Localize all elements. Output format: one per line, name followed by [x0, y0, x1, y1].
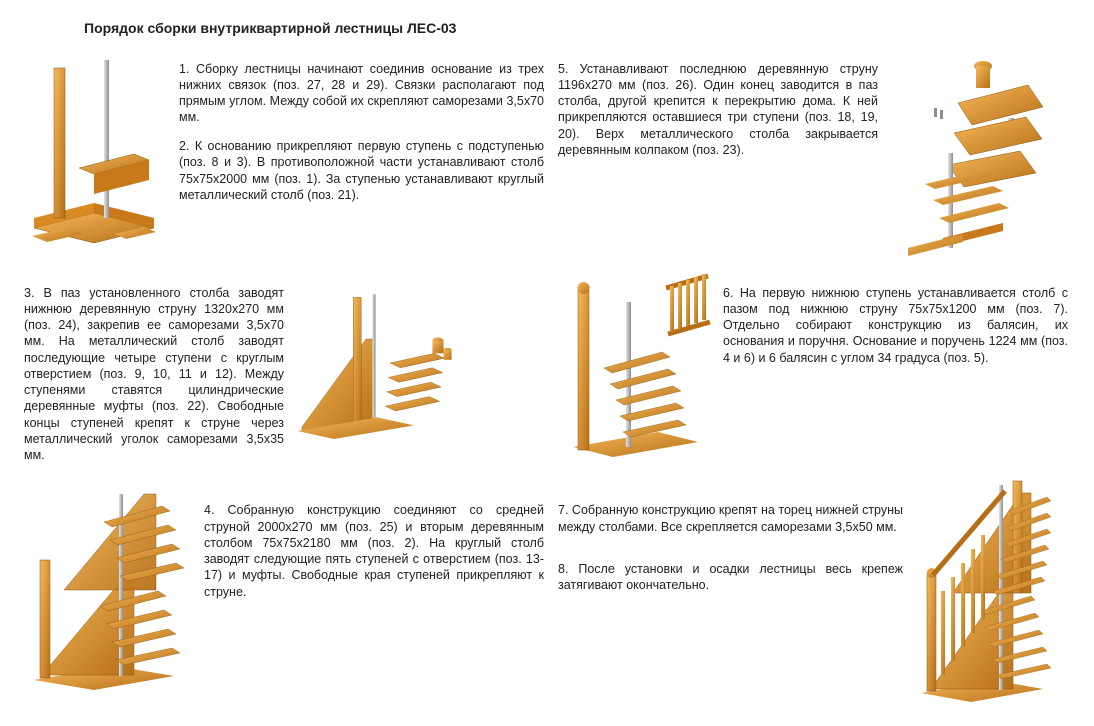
- block-step3: 3. В паз установленного столба заводят н…: [24, 272, 544, 476]
- step-4-text: 4. Собранную конструкцию соединяют со ср…: [204, 502, 544, 677]
- row-1: 1. Сборку лестницы начинают соединив осн…: [24, 48, 1070, 258]
- page-title: Порядок сборки внутриквартирной лестницы…: [84, 20, 1070, 36]
- block-step6: 6. На первую нижнюю ступень устанавливае…: [558, 272, 1068, 476]
- illustration-step4: [24, 490, 194, 690]
- block-step4: 4. Собранную конструкцию соединяют со ср…: [24, 490, 544, 690]
- illustration-step6: [558, 272, 713, 462]
- block-step7-8: 7. Собранную конструкцию крепят на торец…: [558, 490, 1068, 690]
- step-1-text: 1. Сборку лестницы начинают соединив осн…: [179, 61, 544, 126]
- step-2-text: 2. К основанию прикрепляют первую ступен…: [179, 138, 544, 203]
- block-step5: 5. Устанавливают последнюю деревянную ст…: [558, 48, 1068, 258]
- block-step1-2: 1. Сборку лестницы начинают соединив осн…: [24, 48, 544, 258]
- step-8-text: 8. После установки и осадки лестницы вес…: [558, 561, 903, 594]
- illustration-step1: [24, 48, 169, 258]
- row-3: 4. Собранную конструкцию соединяют со ср…: [24, 490, 1070, 690]
- step-6-text: 6. На первую нижнюю ступень устанавливае…: [723, 285, 1068, 464]
- step-7-text: 7. Собранную конструкцию крепят на торец…: [558, 502, 903, 535]
- row-2: 3. В паз установленного столба заводят н…: [24, 272, 1070, 476]
- illustration-step7: [913, 490, 1053, 690]
- illustration-step3: [294, 272, 454, 462]
- illustration-step5: [888, 48, 1048, 258]
- step-3-text: 3. В паз установленного столба заводят н…: [24, 285, 284, 464]
- step-5-text: 5. Устанавливают последнюю деревянную ст…: [558, 61, 878, 246]
